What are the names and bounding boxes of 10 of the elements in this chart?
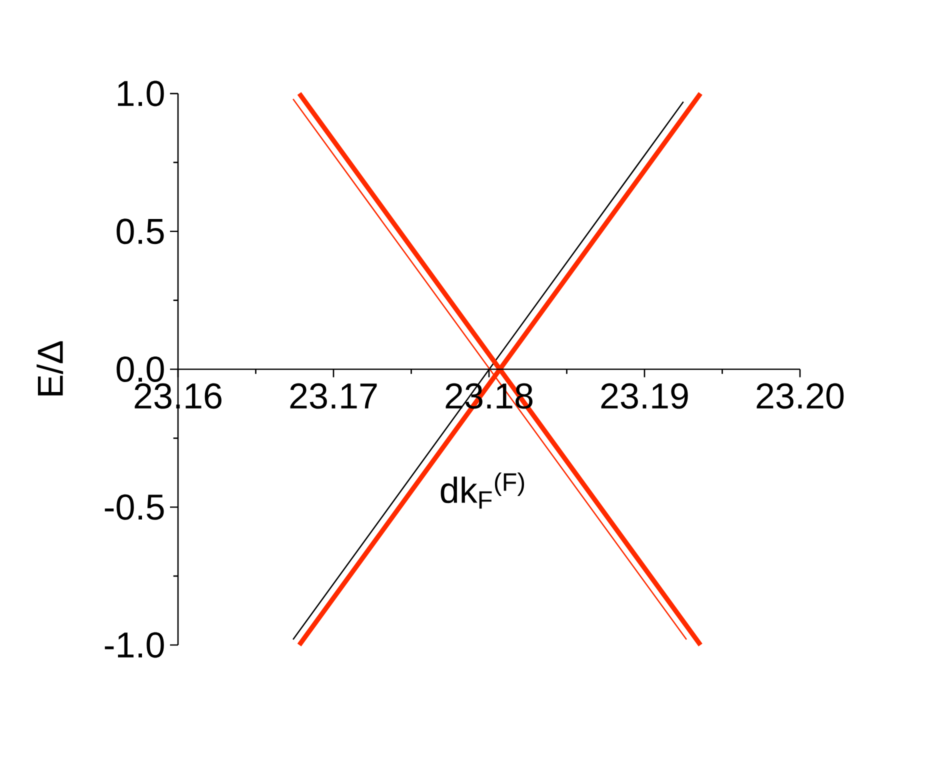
y-tick-label: -1.0 (104, 632, 164, 658)
x-tick-label: 23.19 (601, 383, 688, 409)
y-axis-title: E/Δ (36, 341, 64, 396)
x-axis-title: dk$_{F}$(F) (440, 472, 524, 509)
y-tick-label: 0.5 (116, 218, 164, 244)
y-tick-label: -0.5 (104, 494, 164, 520)
x-tick-label: 23.20 (756, 383, 844, 409)
x-tick-label: 23.17 (290, 383, 377, 409)
y-tick-label: 0.0 (116, 356, 164, 382)
y-tick-label: 1.0 (118, 80, 164, 106)
